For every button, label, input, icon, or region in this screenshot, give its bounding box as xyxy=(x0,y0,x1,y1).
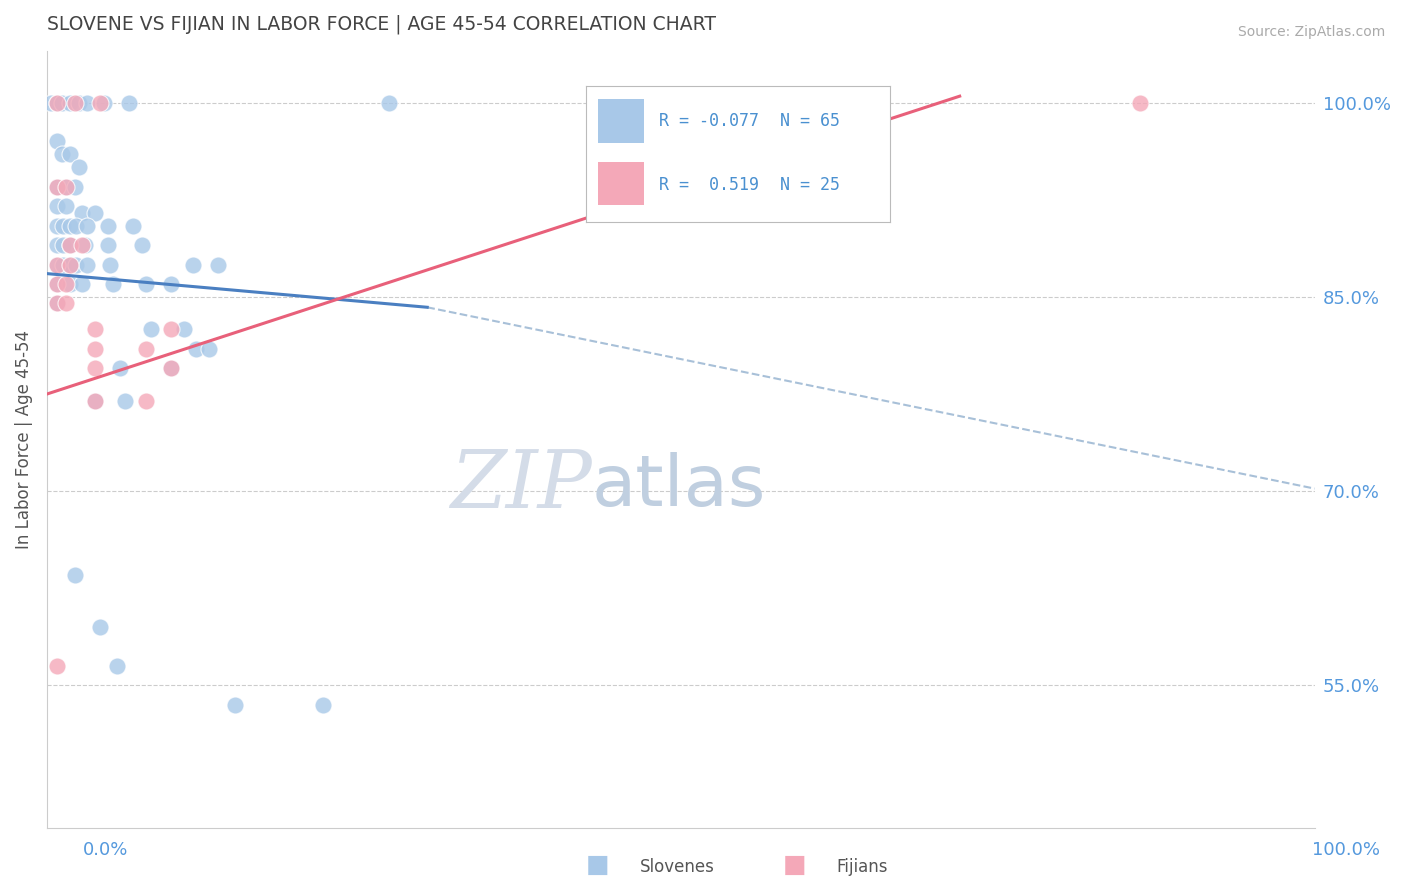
Point xyxy=(46,296,69,310)
Point xyxy=(101,277,124,291)
Point xyxy=(65,219,87,233)
Point xyxy=(59,238,82,252)
Text: ■: ■ xyxy=(586,854,609,878)
Point xyxy=(160,361,183,376)
Point xyxy=(51,147,73,161)
Point xyxy=(139,322,162,336)
Y-axis label: In Labor Force | Age 45-54: In Labor Force | Age 45-54 xyxy=(15,330,32,549)
Point xyxy=(97,219,120,233)
Point xyxy=(46,199,69,213)
Point xyxy=(52,258,75,272)
Point xyxy=(378,95,401,110)
Point xyxy=(114,393,136,408)
Point xyxy=(733,95,755,110)
Point xyxy=(76,219,98,233)
Text: SLOVENE VS FIJIAN IN LABOR FORCE | AGE 45-54 CORRELATION CHART: SLOVENE VS FIJIAN IN LABOR FORCE | AGE 4… xyxy=(46,15,716,35)
Point xyxy=(89,95,111,110)
Point xyxy=(207,258,229,272)
Point xyxy=(59,277,82,291)
Point xyxy=(97,238,120,252)
Point xyxy=(55,179,77,194)
Point xyxy=(186,342,208,356)
Point xyxy=(59,95,82,110)
Point xyxy=(55,277,77,291)
Point xyxy=(105,659,128,673)
Point xyxy=(46,179,69,194)
Point xyxy=(46,258,69,272)
Point xyxy=(84,205,107,219)
Point xyxy=(46,135,69,149)
Point xyxy=(59,147,82,161)
Point xyxy=(122,219,145,233)
Point xyxy=(72,277,94,291)
Point xyxy=(98,258,121,272)
Point xyxy=(46,95,69,110)
Point xyxy=(51,95,73,110)
Point xyxy=(84,361,107,376)
Point xyxy=(46,219,69,233)
Point xyxy=(84,322,107,336)
Point xyxy=(131,238,153,252)
Point xyxy=(224,698,246,712)
Point xyxy=(63,95,86,110)
Point xyxy=(1129,95,1152,110)
Point xyxy=(39,95,62,110)
Text: 100.0%: 100.0% xyxy=(1312,840,1379,858)
Point xyxy=(46,277,69,291)
Point xyxy=(46,238,69,252)
Point xyxy=(59,258,82,272)
Point xyxy=(67,161,90,175)
Point xyxy=(312,698,335,712)
Point xyxy=(173,322,195,336)
Point xyxy=(63,568,86,582)
Point xyxy=(181,258,204,272)
Point xyxy=(76,258,98,272)
Point xyxy=(84,393,107,408)
Text: ZIP: ZIP xyxy=(450,447,592,524)
Point xyxy=(76,95,98,110)
Point xyxy=(46,659,69,673)
Text: 0.0%: 0.0% xyxy=(83,840,128,858)
Point xyxy=(160,361,183,376)
Text: atlas: atlas xyxy=(592,451,766,521)
Point xyxy=(160,322,183,336)
Point xyxy=(118,95,141,110)
Point xyxy=(59,258,82,272)
Point xyxy=(93,95,115,110)
Text: ■: ■ xyxy=(783,854,806,878)
Point xyxy=(160,277,183,291)
Point xyxy=(84,393,107,408)
Point xyxy=(72,238,94,252)
Point xyxy=(46,296,69,310)
Point xyxy=(55,179,77,194)
Point xyxy=(73,238,96,252)
Point xyxy=(72,205,94,219)
Point xyxy=(135,277,157,291)
Point xyxy=(135,393,157,408)
Point xyxy=(84,342,107,356)
Point xyxy=(135,342,157,356)
Point xyxy=(46,258,69,272)
Point xyxy=(46,277,69,291)
Point xyxy=(55,199,77,213)
Point xyxy=(59,238,82,252)
Text: Fijians: Fijians xyxy=(837,858,889,876)
Text: Slovenes: Slovenes xyxy=(640,858,714,876)
Point xyxy=(46,95,69,110)
Point xyxy=(65,258,87,272)
Point xyxy=(110,361,132,376)
Point xyxy=(198,342,221,356)
Point xyxy=(67,95,90,110)
Point xyxy=(55,296,77,310)
Point xyxy=(89,620,111,634)
Point xyxy=(52,238,75,252)
Point xyxy=(52,219,75,233)
Point xyxy=(59,219,82,233)
Point xyxy=(46,179,69,194)
Text: Source: ZipAtlas.com: Source: ZipAtlas.com xyxy=(1237,25,1385,39)
Point xyxy=(63,179,86,194)
